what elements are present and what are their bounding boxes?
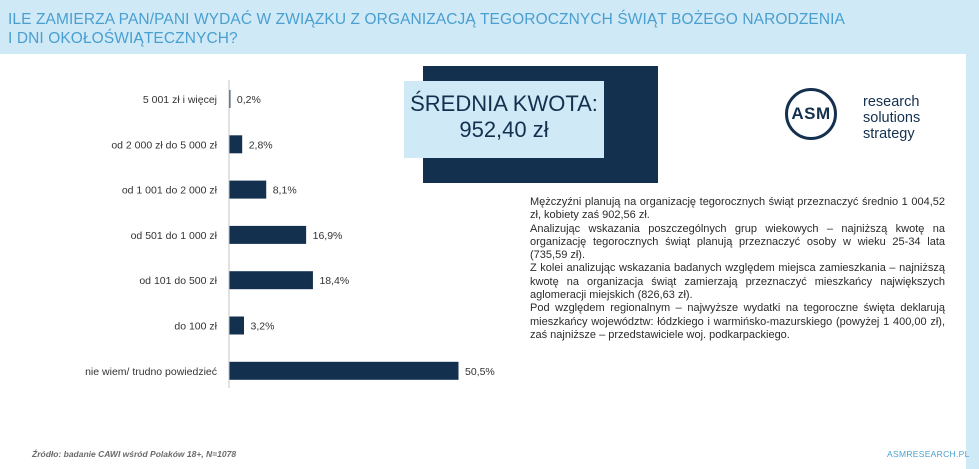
source-note: Źródło: badanie CAWI wśród Polaków 18+, …: [32, 449, 237, 459]
page-title: ILE ZAMIERZA PAN/PANI WYDAĆ W ZWIĄZKU Z …: [8, 10, 908, 48]
website-link[interactable]: ASMRESEARCH.PL: [887, 449, 970, 459]
bar: [229, 316, 245, 335]
bar-chart: 5 001 zł i więcej 0,2% od 2 000 zł do 5 00…: [85, 80, 495, 388]
logo-tagline-solutions: solutions: [863, 110, 921, 126]
logo-circle-icon: ASM: [785, 88, 837, 140]
value-label: 0,2%: [237, 94, 261, 106]
kpi-value: 952,40 zł: [459, 117, 549, 142]
category-label: od 501 do 1 000 zł: [131, 230, 218, 242]
description-paragraph: Mężczyźni planują na organizację tegoroc…: [530, 196, 945, 222]
description-paragraph: Analizując wskazania poszczególnych grup…: [530, 222, 945, 262]
logo-tagline: research solutions strategy: [863, 94, 920, 142]
category-label: od 101 do 500 zł: [139, 275, 217, 287]
value-label: 18,4%: [319, 275, 349, 287]
header-bar: ILE ZAMIERZA PAN/PANI WYDAĆ W ZWIĄZKU Z …: [0, 0, 979, 54]
right-edge-strip: [966, 0, 979, 469]
bar: [229, 90, 231, 108]
page-title-line-2: I DNI OKOŁOŚWIĄTECZNYCH?: [8, 30, 238, 47]
value-label: 16,9%: [313, 230, 343, 242]
category-label: nie wiem/ trudno powiedzieć: [85, 366, 217, 378]
description-paragraph: Z kolei analizując wskazania badanych wz…: [530, 262, 945, 302]
bars-group: 5 001 zł i więcej 0,2% od 2 000 zł do 5 00…: [85, 90, 495, 380]
value-label: 2,8%: [249, 139, 273, 151]
kpi-title: ŚREDNIA KWOTA:: [410, 91, 598, 116]
page-title-line-1: ILE ZAMIERZA PAN/PANI WYDAĆ W ZWIĄZKU Z …: [8, 11, 845, 28]
category-label: od 2 000 zł do 5 000 zł: [111, 139, 217, 151]
kpi-box: ŚREDNIA KWOTA: 952,40 zł: [404, 81, 604, 158]
category-label: od 1 001 do 2 000 zł: [122, 185, 218, 197]
header-divider: [0, 54, 979, 56]
description-paragraph: Pod względem regionalnym – najwyższe wyd…: [530, 302, 945, 341]
company-logo: ASM research solutions strategy: [785, 88, 950, 150]
value-label: 8,1%: [273, 185, 297, 197]
category-label: do 100 zł: [174, 321, 217, 333]
value-label: 3,2%: [251, 321, 275, 333]
bar: [229, 225, 307, 244]
bar: [229, 271, 313, 290]
bar: [229, 180, 267, 199]
category-label: 5 001 zł i więcej: [143, 94, 217, 106]
logo-tagline-strategy: strategy: [863, 126, 915, 142]
description-text: Mężczyźni planują na organizację tegoroc…: [530, 196, 945, 342]
bar: [229, 135, 243, 154]
value-label: 50,5%: [465, 366, 495, 378]
logo-mark: ASM: [791, 104, 831, 123]
bar: [229, 361, 459, 380]
logo-tagline-research: research: [863, 94, 920, 110]
